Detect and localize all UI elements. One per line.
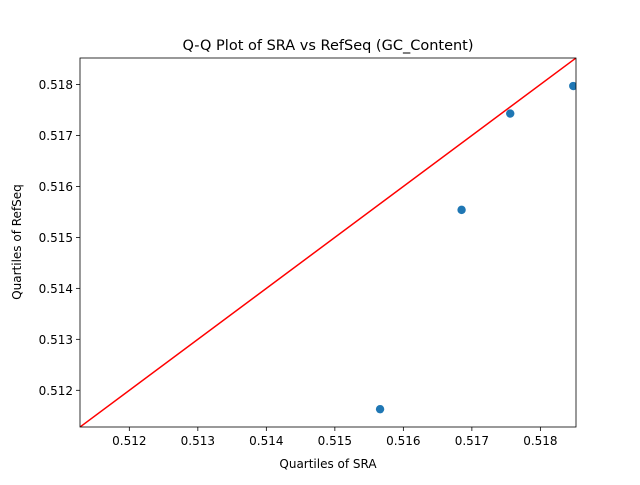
y-tick-label: 0.515 <box>39 231 73 245</box>
x-tick-label: 0.518 <box>523 434 557 448</box>
data-point <box>375 404 385 414</box>
x-tick-label: 0.512 <box>112 434 146 448</box>
plot-frame <box>79 57 577 428</box>
x-tick-label: 0.516 <box>386 434 420 448</box>
x-tick-label: 0.517 <box>455 434 489 448</box>
y-tick-label: 0.513 <box>39 333 73 347</box>
data-point <box>569 81 576 91</box>
y-tick-label: 0.512 <box>39 384 73 398</box>
y-tick-label: 0.514 <box>39 282 73 296</box>
x-tick-label: 0.515 <box>318 434 352 448</box>
y-tick-label: 0.516 <box>39 180 73 194</box>
x-tick-label: 0.513 <box>181 434 215 448</box>
y-axis-label: Quartiles of RefSeq <box>10 184 24 300</box>
data-point <box>457 205 466 215</box>
chart-title: Q-Q Plot of SRA vs RefSeq (GC_Content) <box>182 38 473 54</box>
reference-line <box>80 58 576 427</box>
x-tick-label: 0.514 <box>249 434 283 448</box>
y-tick-label: 0.517 <box>39 129 73 143</box>
data-point <box>506 109 515 118</box>
y-tick-label: 0.518 <box>39 78 73 92</box>
x-axis-label: Quartiles of SRA <box>279 457 377 471</box>
